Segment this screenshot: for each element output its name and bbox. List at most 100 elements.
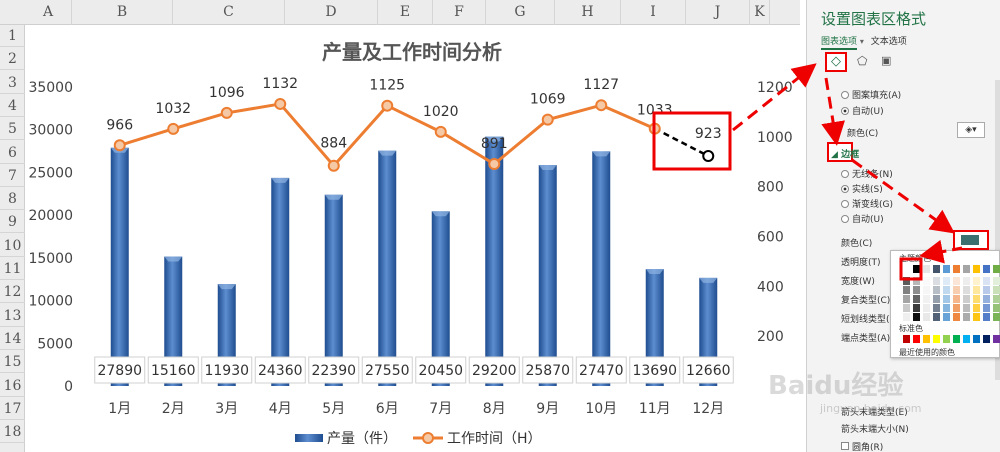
theme-color-swatch[interactable]: [943, 265, 950, 273]
theme-color-swatch[interactable]: [983, 265, 990, 273]
row-header-18[interactable]: 18: [0, 421, 25, 444]
theme-color-swatch[interactable]: [973, 313, 980, 321]
theme-color-swatch[interactable]: [983, 277, 990, 285]
theme-color-swatch[interactable]: [933, 304, 940, 312]
theme-color-swatch[interactable]: [913, 265, 920, 273]
theme-color-swatch[interactable]: [903, 295, 910, 303]
tab-chart-options[interactable]: 图表选项: [821, 37, 858, 50]
column-header-d[interactable]: D: [285, 0, 378, 25]
standard-color-swatch[interactable]: [993, 335, 1000, 343]
theme-color-swatch[interactable]: [923, 304, 930, 312]
theme-color-swatch[interactable]: [943, 295, 950, 303]
theme-color-swatch[interactable]: [903, 304, 910, 312]
theme-color-swatch[interactable]: [993, 304, 1000, 312]
standard-color-swatch[interactable]: [903, 335, 910, 343]
row-header-15[interactable]: 15: [0, 351, 25, 374]
theme-color-swatch[interactable]: [993, 286, 1000, 294]
border-auto-option[interactable]: 自动(U): [841, 212, 884, 225]
row-header-1[interactable]: 1: [0, 25, 25, 47]
theme-color-swatch[interactable]: [933, 295, 940, 303]
theme-color-swatch[interactable]: [983, 295, 990, 303]
theme-color-swatch[interactable]: [943, 286, 950, 294]
column-header-i[interactable]: I: [621, 0, 686, 25]
theme-color-swatch[interactable]: [923, 295, 930, 303]
theme-color-swatch[interactable]: [913, 295, 920, 303]
theme-color-swatch[interactable]: [903, 265, 910, 273]
column-header-a[interactable]: A: [25, 0, 72, 25]
standard-color-swatch[interactable]: [963, 335, 970, 343]
tab-text-options[interactable]: 文本选项: [870, 37, 907, 47]
theme-color-swatch[interactable]: [963, 304, 970, 312]
theme-color-swatch[interactable]: [983, 313, 990, 321]
size-properties-icon[interactable]: ▣: [881, 54, 892, 67]
standard-color-swatch[interactable]: [983, 335, 990, 343]
theme-color-swatch[interactable]: [933, 286, 940, 294]
theme-color-swatch[interactable]: [993, 295, 1000, 303]
theme-color-swatch[interactable]: [953, 277, 960, 285]
border-none-option[interactable]: 无线条(N): [841, 167, 893, 180]
theme-color-swatch[interactable]: [903, 286, 910, 294]
column-header-c[interactable]: C: [173, 0, 285, 25]
column-header-h[interactable]: H: [555, 0, 621, 25]
theme-color-swatch[interactable]: [953, 265, 960, 273]
theme-color-swatch[interactable]: [953, 295, 960, 303]
column-header-e[interactable]: E: [378, 0, 433, 25]
theme-color-swatch[interactable]: [933, 313, 940, 321]
row-header-16[interactable]: 16: [0, 375, 25, 397]
theme-color-swatch[interactable]: [973, 295, 980, 303]
theme-color-swatch[interactable]: [963, 313, 970, 321]
panel-scrollbar[interactable]: [995, 80, 1000, 380]
border-gradient-option[interactable]: 渐变线(G): [841, 197, 893, 210]
border-color-picker[interactable]: [953, 230, 989, 250]
theme-color-swatch[interactable]: [923, 265, 930, 273]
theme-color-swatch[interactable]: [993, 277, 1000, 285]
theme-color-swatch[interactable]: [963, 277, 970, 285]
row-header-7[interactable]: 7: [0, 165, 25, 187]
theme-color-swatch[interactable]: [983, 286, 990, 294]
theme-color-swatch[interactable]: [903, 277, 910, 285]
chevron-down-icon[interactable]: ▾: [859, 37, 864, 46]
effects-icon[interactable]: ⬠: [857, 54, 868, 68]
theme-color-swatch[interactable]: [933, 265, 940, 273]
theme-color-swatch[interactable]: [963, 265, 970, 273]
theme-color-swatch[interactable]: [973, 277, 980, 285]
standard-color-swatch[interactable]: [973, 335, 980, 343]
row-header-4[interactable]: 4: [0, 95, 25, 117]
row-header-13[interactable]: 13: [0, 305, 25, 327]
row-header-5[interactable]: 5: [0, 118, 25, 141]
row-header-3[interactable]: 3: [0, 72, 25, 94]
column-header-k[interactable]: K: [750, 0, 770, 25]
theme-color-swatch[interactable]: [963, 286, 970, 294]
border-solid-option[interactable]: 实线(S): [841, 182, 883, 195]
fill-auto-option[interactable]: 自动(U): [841, 104, 884, 117]
theme-color-swatch[interactable]: [923, 313, 930, 321]
fill-picture-option[interactable]: 图案填充(A): [841, 88, 901, 101]
fill-line-icon[interactable]: ◇: [825, 52, 847, 72]
theme-color-swatch[interactable]: [913, 313, 920, 321]
row-header-6[interactable]: 6: [0, 142, 25, 164]
theme-color-swatch[interactable]: [913, 286, 920, 294]
theme-color-swatch[interactable]: [913, 304, 920, 312]
standard-color-swatch[interactable]: [923, 335, 930, 343]
theme-color-swatch[interactable]: [933, 277, 940, 285]
row-header-11[interactable]: 11: [0, 258, 25, 280]
column-header-j[interactable]: J: [686, 0, 750, 25]
theme-color-swatch[interactable]: [963, 295, 970, 303]
column-header-f[interactable]: F: [433, 0, 486, 25]
theme-color-swatch[interactable]: [993, 313, 1000, 321]
row-header-14[interactable]: 14: [0, 328, 25, 350]
row-header-17[interactable]: 17: [0, 398, 25, 420]
standard-color-swatch[interactable]: [933, 335, 940, 343]
standard-color-swatch[interactable]: [953, 335, 960, 343]
chart-area[interactable]: 产量及工作时间分析 0 5000 10000 15000 20000 25000 30000 3…: [25, 25, 800, 452]
theme-color-swatch[interactable]: [953, 304, 960, 312]
theme-color-swatch[interactable]: [973, 304, 980, 312]
theme-color-swatch[interactable]: [973, 286, 980, 294]
theme-color-swatch[interactable]: [903, 313, 910, 321]
row-header-12[interactable]: 12: [0, 281, 25, 304]
theme-color-swatch[interactable]: [913, 277, 920, 285]
standard-color-swatch[interactable]: [913, 335, 920, 343]
column-header-b[interactable]: B: [72, 0, 173, 25]
theme-color-swatch[interactable]: [943, 313, 950, 321]
theme-color-swatch[interactable]: [923, 286, 930, 294]
